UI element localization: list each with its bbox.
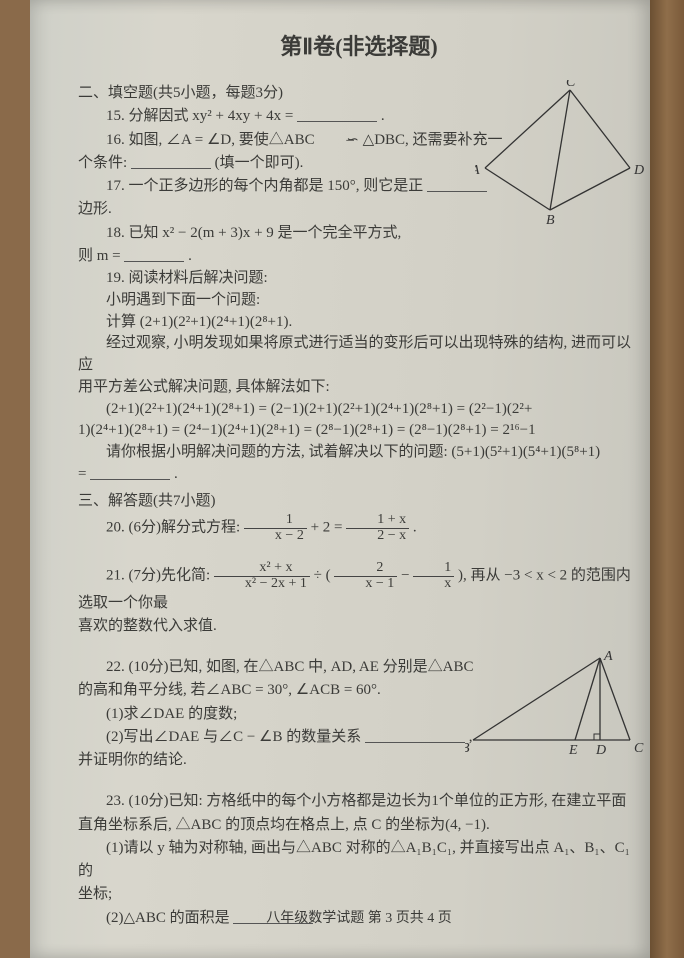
q19-l2: 小明遇到下面一个问题:: [78, 290, 640, 312]
q17-t1: 17. 一个正多边形的每个内角都是 150°, 则它是正: [106, 178, 423, 194]
q22-l4a: (2)写出∠DAE 与∠C − ∠B 的数量关系: [106, 729, 361, 745]
q19-l7: 1)(2⁴+1)(2⁸+1) = (2⁴−1)(2⁴+1)(2⁸+1) = (2…: [78, 420, 640, 442]
q20: 20. (6分)解分式方程: 1 x − 2 + 2 = 1 + x 2 − x…: [78, 513, 640, 543]
svg-text:B: B: [465, 741, 470, 756]
q20-f2d: 2 − x: [346, 528, 409, 544]
q20-f1d: x − 2: [244, 528, 307, 544]
page-footer: 八年级数学试题 第 3 页共 4 页: [78, 908, 640, 930]
q16-cong: ∽_: [318, 129, 359, 152]
q20-frac2: 1 + x 2 − x: [346, 513, 409, 543]
paper-title: 第Ⅱ卷(非选择题): [78, 30, 640, 64]
q19-l5: 用平方差公式解决问题, 具体解法如下:: [78, 377, 640, 399]
figure-q22: A B C D E: [465, 650, 645, 760]
q22-blank: [365, 727, 465, 743]
q19-l8: 请你根据小明解决问题的方法, 试着解决以下的问题: (5+1)(5²+1)(5⁴…: [78, 442, 640, 464]
q18-l2b: .: [188, 248, 192, 264]
svg-text:C: C: [634, 741, 644, 756]
q18-blank: [124, 246, 184, 262]
q16-blank: [131, 153, 211, 169]
q19-l9b: .: [174, 466, 178, 482]
spacer: [78, 543, 640, 561]
q19-l9a: =: [78, 466, 86, 482]
figure-q16: A B C D: [475, 80, 650, 230]
spacer3: [78, 772, 640, 790]
q16-text-a: 16. 如图, ∠A = ∠D, 要使△ABC: [106, 132, 315, 148]
q21-div: ÷ (: [314, 568, 331, 584]
q21-f3d: x: [413, 576, 454, 592]
q18-l2a: 则 m =: [78, 248, 121, 264]
q18-l2: 则 m = .: [78, 245, 640, 268]
q19-l3: 计算 (2+1)(2²+1)(2⁴+1)(2⁸+1).: [78, 312, 640, 334]
q21-f1n: x² + x: [214, 561, 310, 576]
q21-l2: 喜欢的整数代入求值.: [78, 615, 640, 638]
q20-tail: .: [413, 519, 417, 535]
q21-frac3: 1 x: [413, 561, 454, 591]
q15-text-b: .: [381, 108, 385, 124]
q23-l1: 23. (10分)已知: 方格纸中的每个小方格都是边长为1个单位的正方形, 在建…: [78, 790, 640, 813]
svg-text:E: E: [568, 743, 578, 758]
svg-text:C: C: [566, 80, 576, 90]
q20-f2n: 1 + x: [346, 513, 409, 528]
q15-text-a: 15. 分解因式 xy² + 4xy + 4x =: [106, 108, 293, 124]
q19-l9: = .: [78, 464, 640, 486]
q23-l4: 坐标;: [78, 883, 640, 906]
svg-text:D: D: [595, 743, 606, 758]
desk-edge: [650, 0, 684, 958]
q16-l2a: 个条件:: [78, 155, 127, 171]
q20-frac1: 1 x − 2: [244, 513, 307, 543]
svg-text:D: D: [633, 163, 644, 178]
q21-f1d: x² − 2x + 1: [214, 576, 310, 592]
q21-frac2: 2 x − 1: [334, 561, 397, 591]
q21-lead: 21. (7分)先化简:: [106, 568, 214, 584]
q15-blank: [297, 106, 377, 122]
page-content: 第Ⅱ卷(非选择题) 二、填空题(共5小题，每题3分) 15. 分解因式 xy² …: [78, 30, 640, 938]
q20-lead: 20. (6分)解分式方程:: [106, 519, 244, 535]
q19-l1: 19. 阅读材料后解决问题:: [78, 268, 640, 290]
q20-f1n: 1: [244, 513, 307, 528]
q21-f3n: 1: [413, 561, 454, 576]
svg-text:A: A: [603, 650, 613, 664]
q21-minus: −: [401, 568, 413, 584]
q21-f2d: x − 1: [334, 576, 397, 592]
q20-mid: + 2 =: [311, 519, 347, 535]
q16-l2b: (填一个即可).: [215, 155, 304, 171]
svg-text:B: B: [546, 213, 555, 228]
exam-page: 第Ⅱ卷(非选择题) 二、填空题(共5小题，每题3分) 15. 分解因式 xy² …: [30, 0, 650, 958]
q19: 19. 阅读材料后解决问题: 小明遇到下面一个问题: 计算 (2+1)(2²+1…: [78, 268, 640, 486]
q21-l1: 21. (7分)先化简: x² + x x² − 2x + 1 ÷ ( 2 x …: [78, 561, 640, 615]
q22-block: 22. (10分)已知, 如图, 在△ABC 中, AD, AE 分别是△ABC…: [78, 656, 640, 772]
q23-l3: (1)请以 y 轴为对称轴, 画出与△ABC 对称的△A₁B₁C₁, 并直接写出…: [78, 837, 640, 884]
q21-frac1: x² + x x² − 2x + 1: [214, 561, 310, 591]
q19-l6: (2+1)(2²+1)(2⁴+1)(2⁸+1) = (2−1)(2+1)(2²+…: [78, 399, 640, 421]
section-solve-head: 三、解答题(共7小题): [78, 490, 640, 513]
q23-l2: 直角坐标系后, △ABC 的顶点均在格点上, 点 C 的坐标为(4, −1).: [78, 814, 640, 837]
q19-l4: 经过观察, 小明发现如果将原式进行适当的变形后可以出现特殊的结构, 进而可以应: [78, 333, 640, 377]
q21-f2n: 2: [334, 561, 397, 576]
q19-blank: [90, 464, 170, 480]
svg-text:A: A: [475, 163, 480, 178]
